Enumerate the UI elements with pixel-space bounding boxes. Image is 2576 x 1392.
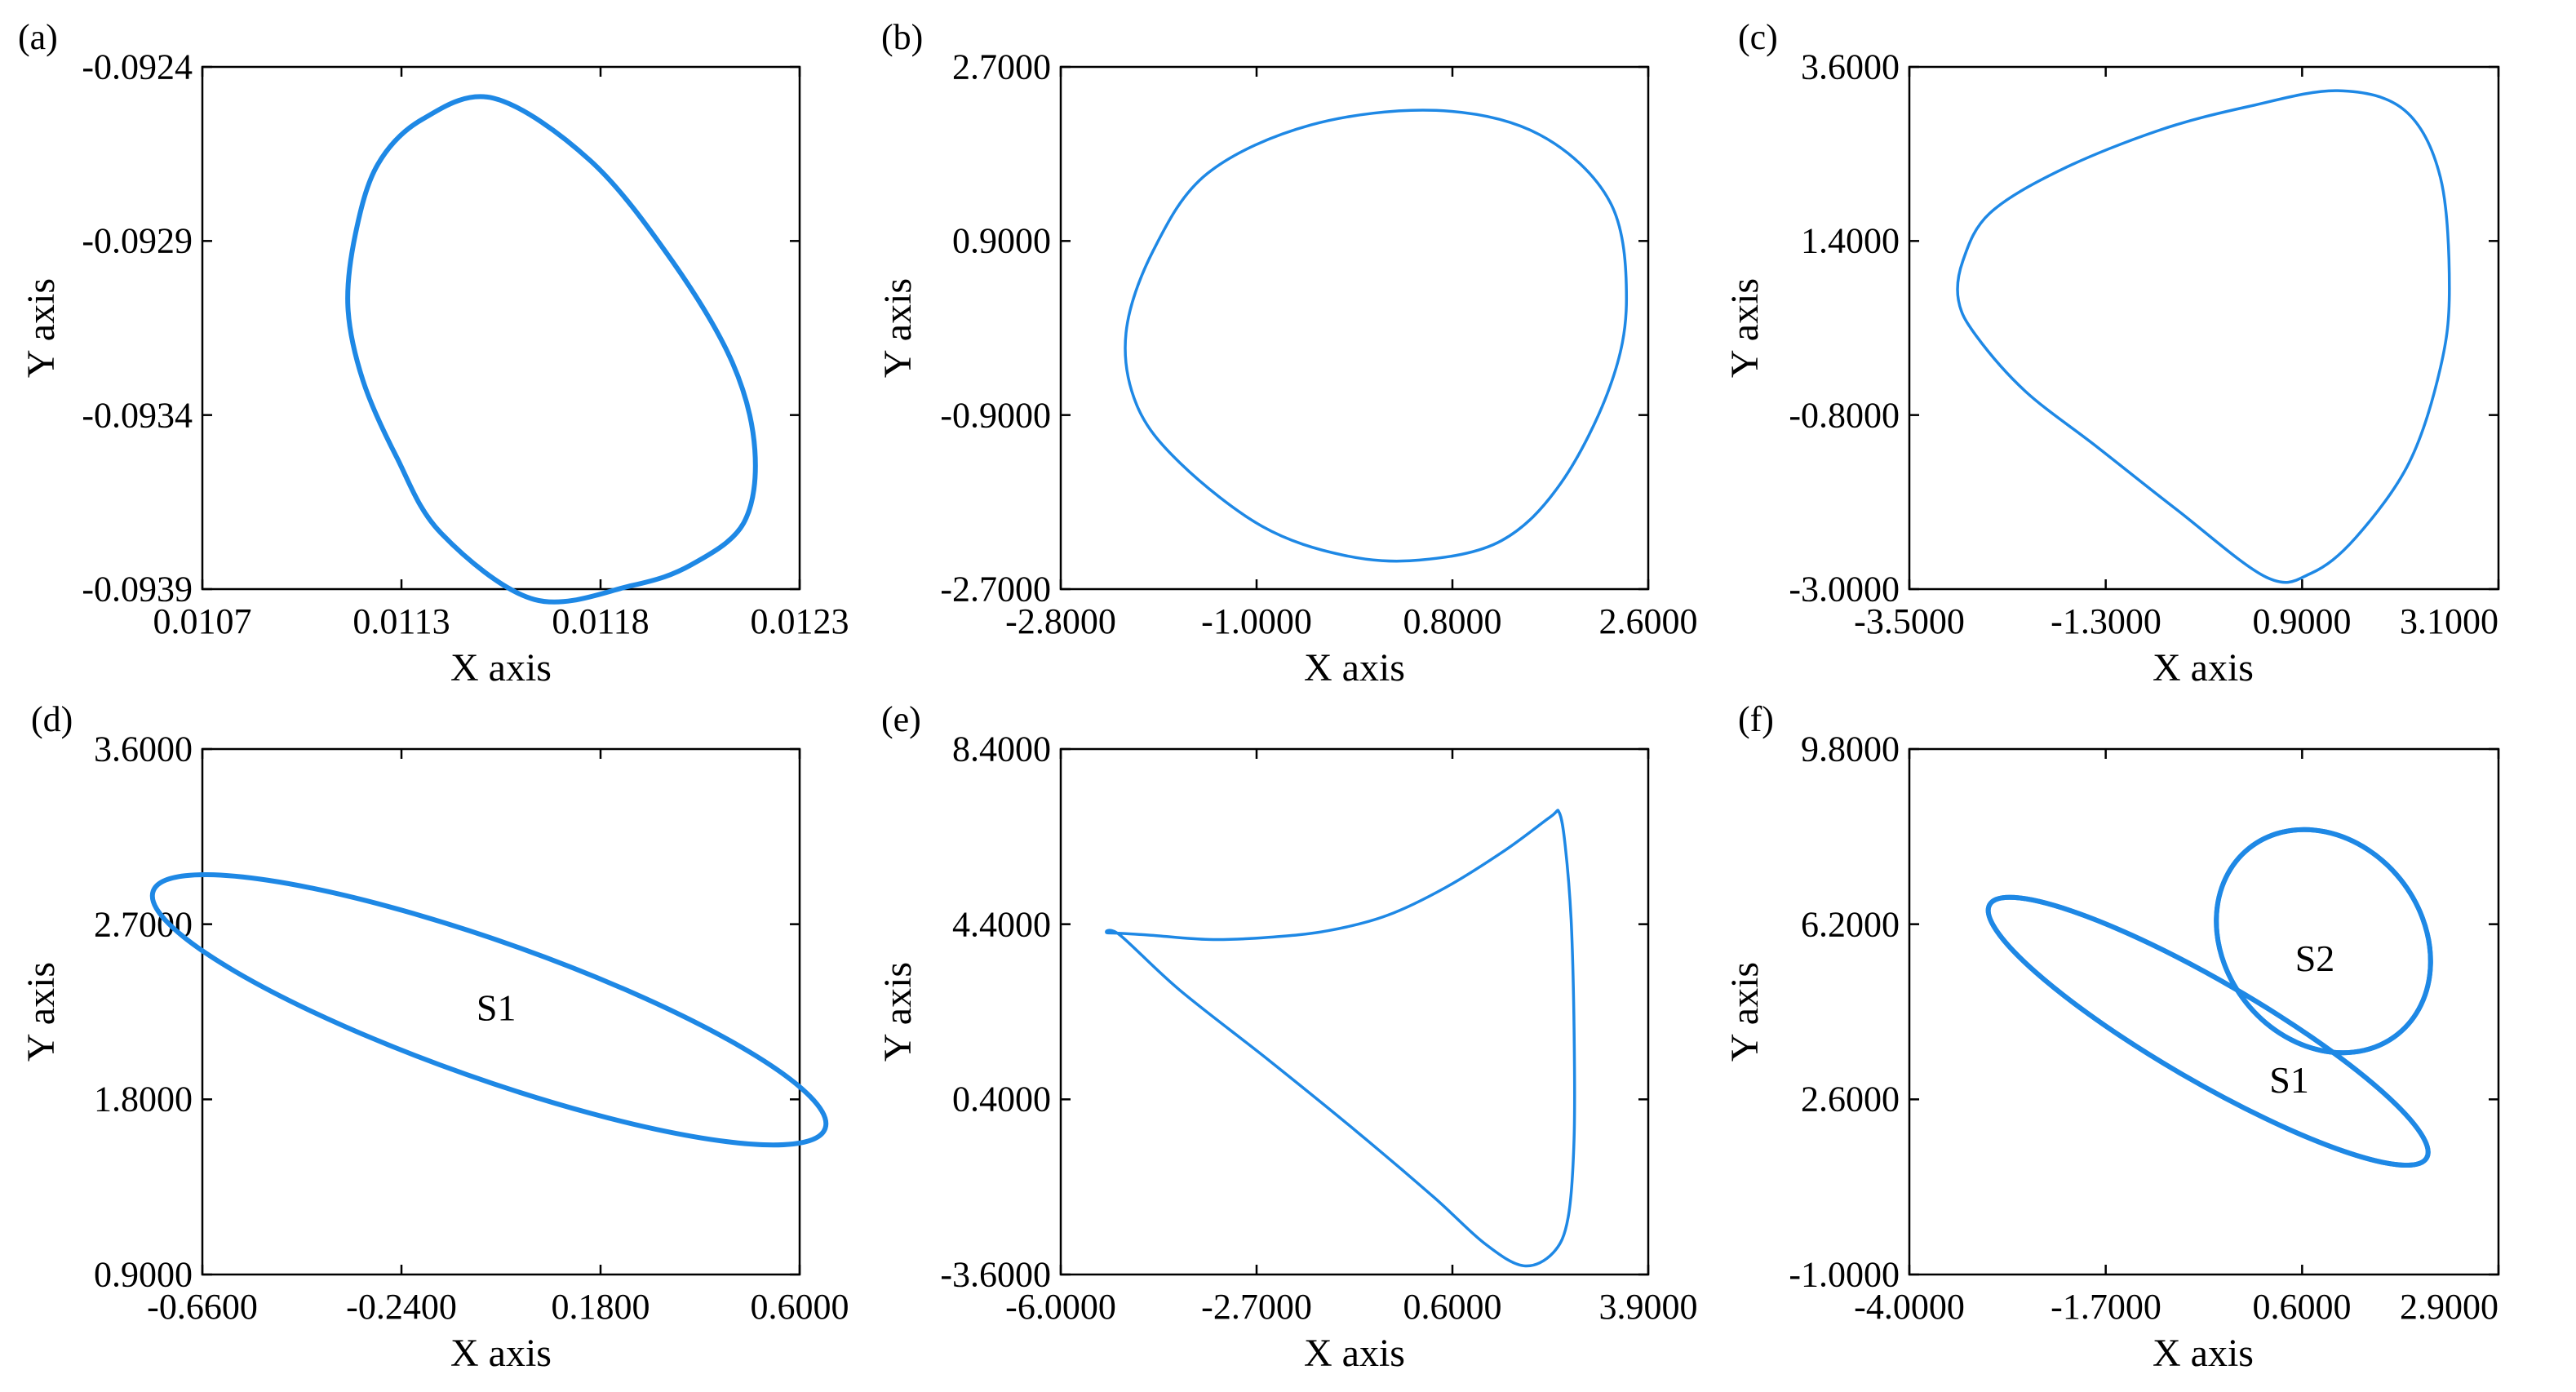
panel-b: (b) -2.8000 -1.0000 0.8000 2.6000 2.7000… [876,17,1698,689]
panel-a-xtick-0: 0.0107 [153,601,252,641]
panel-a: (a) 0.0107 0.0113 0.0118 0.0123 -0.0924 … [18,17,849,689]
panel-a-ylabel: Y axis [20,278,63,378]
panel-c-orbit-0 [1956,89,2451,584]
panel-a-ytick-0: -0.0924 [82,47,193,87]
panel-f-xtick-3: 2.9000 [2400,1287,2498,1327]
panel-e-ytick-2: 0.4000 [952,1079,1051,1119]
panel-a-plot-area [201,65,801,605]
panel-c-plot-area [1908,65,2500,591]
panel-b-xtick-0: -2.8000 [1005,601,1116,641]
panel-c-xlabel: X axis [2153,646,2254,689]
panel-b-xtick-3: 2.6000 [1599,601,1698,641]
panel-d-label: (d) [31,699,73,739]
panel-d-ytick-1: 2.7000 [94,905,193,945]
panel-c-xtick-3: 3.1000 [2400,601,2498,641]
panel-d-xlabel: X axis [450,1332,552,1375]
panel-e-xtick-1: -2.7000 [1201,1287,1312,1327]
panel-d-ytick-3: 0.9000 [94,1255,193,1295]
panel-d-xtick-2: 0.1800 [552,1287,650,1327]
panel-f-overlap-region-s1 [1965,861,2452,1201]
panel-e-frame [1059,747,1650,1276]
panel-a-xtick-2: 0.0118 [552,601,649,641]
panel-c-ytick-2: -0.8000 [1789,396,1900,436]
panel-e-xlabel: X axis [1304,1332,1405,1375]
panel-a-xlabel: X axis [450,646,552,689]
panel-c-label: (c) [1738,17,1778,57]
panel-f-ytick-1: 6.2000 [1801,905,1900,945]
panel-b-label: (b) [881,17,923,57]
panel-f-ytick-3: -1.0000 [1789,1255,1900,1295]
panel-e-ytick-3: -3.6000 [940,1255,1051,1295]
panel-f-frame [1908,747,2500,1276]
panel-e-xtick-2: 0.6000 [1403,1287,1502,1327]
panel-f-xtick-1: -1.7000 [2051,1287,2161,1327]
panel-b-ytick-1: 0.9000 [952,221,1051,261]
panel-e-label: (e) [881,699,921,739]
panel-d-plot-area: S1 [149,747,829,1276]
panel-b-ytick-2: -0.9000 [940,396,1051,436]
panel-f-label: (f) [1738,699,1774,739]
panel-a-frame [201,65,801,591]
panel-f-ytick-0: 9.8000 [1801,729,1900,769]
panel-f-orbit-0-outline [1985,894,2431,1168]
panel-b-frame [1059,65,1650,591]
panel-e-ytick-0: 8.4000 [952,729,1051,769]
panel-b-xlabel: X axis [1304,646,1405,689]
panel-c-xtick-0: -3.5000 [1854,601,1965,641]
panel-f-orbit-1-outline [2214,827,2433,1056]
panel-e-xtick-3: 3.9000 [1599,1287,1698,1327]
panel-a-ytick-1: -0.0929 [82,221,193,261]
panel-b-ylabel: Y axis [876,278,920,378]
panel-d-ylabel: Y axis [20,962,63,1062]
panel-d-ytick-2: 1.8000 [94,1079,193,1119]
panel-b-xtick-1: -1.0000 [1201,601,1312,641]
panel-e-ylabel: Y axis [876,962,920,1062]
panel-f-ylabel: Y axis [1723,962,1767,1062]
panel-b-ytick-3: -2.7000 [940,570,1051,610]
panel-d-xtick-1: -0.2400 [346,1287,457,1327]
panel-c-xtick-2: 0.9000 [2253,601,2352,641]
panel-f-ytick-2: 2.6000 [1801,1079,1900,1119]
panel-b-xtick-2: 0.8000 [1403,601,1502,641]
panel-f-xlabel: X axis [2153,1332,2254,1375]
panel-f-xtick-2: 0.6000 [2253,1287,2352,1327]
panel-c-frame [1908,65,2500,591]
panel-e-ytick-1: 4.4000 [952,905,1051,945]
panel-c-xtick-1: -1.3000 [2051,601,2161,641]
panel-a-orbit-0 [345,94,758,605]
panel-b-orbit-0 [1124,109,1629,563]
panel-d-region-label-s1: S1 [477,987,517,1029]
panel-f-xtick-0: -4.0000 [1854,1287,1965,1327]
panel-d-xtick-0: -0.6600 [147,1287,258,1327]
panel-d-orbit-0 [149,872,829,1148]
panel-d-frame [201,747,801,1276]
panel-a-xtick-1: 0.0113 [352,601,450,641]
panel-c-ylabel: Y axis [1723,278,1767,378]
panel-e: (e) -6.0000 -2.7000 0.6000 3.9000 8.4000… [876,699,1698,1375]
panel-b-plot-area [1059,65,1650,591]
panel-a-xtick-3: 0.0123 [751,601,849,641]
panel-c: (c) -3.5000 -1.3000 0.9000 3.1000 3.6000… [1723,17,2500,689]
panel-d: (d) -0.6600 -0.2400 0.1800 0.6000 3.6000… [20,699,849,1375]
panel-a-label: (a) [18,17,58,57]
panel-c-ytick-0: 3.6000 [1801,47,1900,87]
panel-f: (f) -4.0000 -1.7000 0.6000 2.9000 9.8000… [1723,699,2500,1375]
panel-f-region-label-s1: S1 [2269,1059,2309,1101]
panel-f-orbit-0 [1985,894,2431,1168]
panel-f-plot-area: S2 S1 [1908,747,2500,1276]
panel-c-ytick-1: 1.4000 [1801,221,1900,261]
panel-b-ytick-0: 2.7000 [952,47,1051,87]
panel-a-ytick-3: -0.0939 [82,570,193,610]
panel-f-region-label-s2: S2 [2295,938,2335,979]
panel-c-ytick-3: -3.0000 [1789,570,1900,610]
panel-a-ytick-2: -0.0934 [82,396,193,436]
panel-d-ytick-0: 3.6000 [94,729,193,769]
panel-e-orbit-0 [1105,809,1576,1268]
panel-e-xtick-0: -6.0000 [1005,1287,1116,1327]
panel-d-xtick-3: 0.6000 [751,1287,849,1327]
panel-e-plot-area [1059,747,1650,1276]
